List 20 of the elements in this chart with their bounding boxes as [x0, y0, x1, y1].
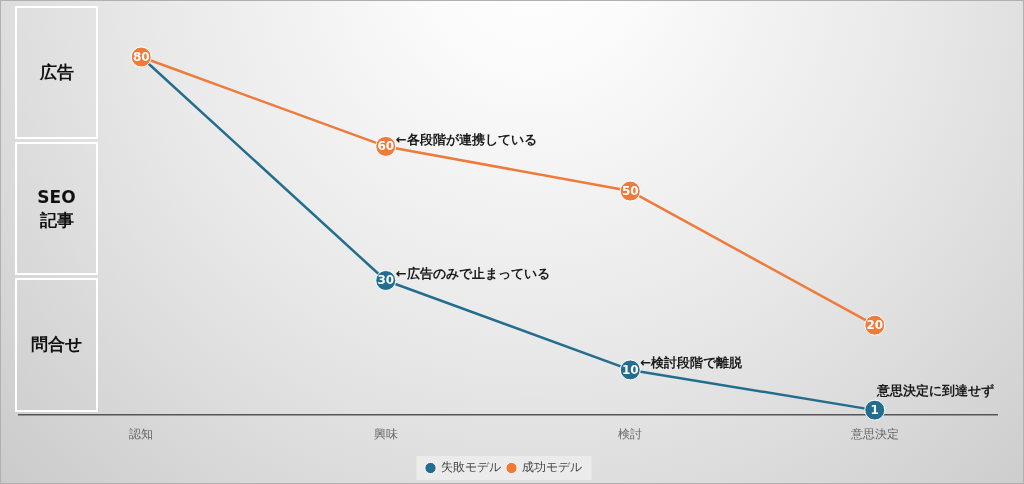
x-tick-label: 興味: [373, 426, 398, 441]
data-label: 50: [621, 183, 639, 198]
annotation: ←各段階が連携している: [395, 131, 537, 147]
annotation: 広告: [39, 61, 74, 85]
data-label: 1: [870, 402, 879, 417]
data-label: 20: [866, 317, 884, 332]
legend-label: 失敗モデル: [440, 460, 501, 475]
x-tick-label: 検討: [618, 426, 643, 441]
annotation: SEO 記事: [36, 185, 77, 232]
annotation: 問合せ: [31, 333, 82, 357]
x-tick-label: 意思決定: [849, 426, 899, 441]
annotation: 意思決定に到達せず: [875, 383, 994, 399]
data-label: 60: [377, 139, 395, 154]
annotation: ←検討段階で離脱: [640, 355, 744, 371]
data-label: 80: [132, 49, 150, 64]
legend-label: 成功モデル: [521, 460, 582, 475]
annotation: ←広告のみで止まっている: [395, 265, 550, 281]
x-tick-label: 認知: [129, 426, 154, 441]
data-label: 10: [621, 362, 639, 377]
data-label: 30: [377, 273, 395, 288]
